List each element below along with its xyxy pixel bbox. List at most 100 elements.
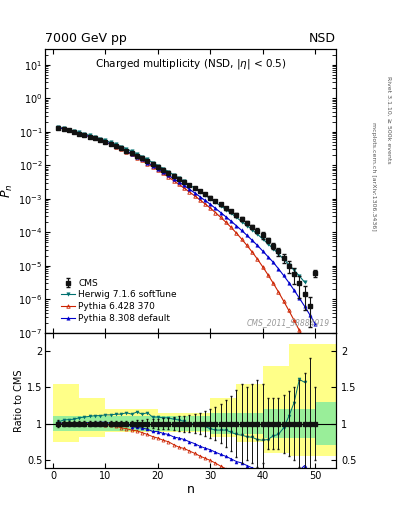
Herwig 7.1.6 softTune: [114, 141, 118, 147]
Herwig 7.1.6 softTune: [176, 175, 181, 181]
Pythia 6.428 370: [134, 155, 139, 161]
Herwig 7.1.6 softTune: [134, 151, 139, 157]
Pythia 6.428 370: [313, 360, 318, 366]
Pythia 8.308 default: [56, 124, 61, 131]
Pythia 6.428 370: [244, 242, 249, 248]
Pythia 6.428 370: [266, 271, 270, 278]
Pythia 8.308 default: [182, 182, 186, 188]
Herwig 7.1.6 softTune: [286, 262, 291, 268]
Pythia 8.308 default: [208, 201, 213, 207]
Pythia 6.428 370: [286, 307, 291, 313]
Herwig 7.1.6 softTune: [219, 203, 223, 209]
Y-axis label: Ratio to CMS: Ratio to CMS: [14, 370, 24, 432]
Pythia 8.308 default: [197, 194, 202, 200]
Herwig 7.1.6 softTune: [276, 251, 281, 257]
Pythia 8.308 default: [140, 156, 145, 162]
Pythia 8.308 default: [271, 259, 275, 265]
Pythia 6.428 370: [145, 161, 150, 167]
Pythia 6.428 370: [271, 280, 275, 286]
Herwig 7.1.6 softTune: [208, 196, 213, 202]
Text: mcplots.cern.ch [arXiv:1306.3436]: mcplots.cern.ch [arXiv:1306.3436]: [371, 122, 376, 231]
Pythia 8.308 default: [166, 172, 171, 178]
Pythia 8.308 default: [313, 321, 318, 327]
Herwig 7.1.6 softTune: [124, 146, 129, 152]
Pythia 8.308 default: [292, 287, 296, 293]
Pythia 6.428 370: [219, 215, 223, 221]
Pythia 8.308 default: [82, 132, 87, 138]
Herwig 7.1.6 softTune: [145, 156, 150, 162]
Pythia 8.308 default: [66, 127, 71, 134]
Pythia 8.308 default: [239, 227, 244, 233]
Herwig 7.1.6 softTune: [192, 185, 197, 191]
Pythia 6.428 370: [239, 236, 244, 242]
Pythia 6.428 370: [203, 201, 208, 207]
Pythia 8.308 default: [129, 151, 134, 157]
Pythia 8.308 default: [124, 148, 129, 154]
Pythia 6.428 370: [124, 149, 129, 155]
Herwig 7.1.6 softTune: [281, 256, 286, 262]
Pythia 8.308 default: [302, 303, 307, 309]
Pythia 6.428 370: [98, 137, 103, 143]
Pythia 6.428 370: [61, 126, 66, 132]
Pythia 6.428 370: [77, 131, 82, 137]
Text: 7000 GeV pp: 7000 GeV pp: [45, 32, 127, 45]
Pythia 6.428 370: [161, 170, 165, 177]
Herwig 7.1.6 softTune: [266, 241, 270, 247]
Pythia 8.308 default: [98, 137, 103, 143]
Pythia 8.308 default: [176, 179, 181, 185]
Pythia 8.308 default: [61, 126, 66, 132]
Pythia 8.308 default: [87, 134, 92, 140]
Pythia 6.428 370: [108, 141, 113, 147]
Herwig 7.1.6 softTune: [156, 162, 160, 168]
Pythia 8.308 default: [77, 131, 82, 137]
Pythia 6.428 370: [140, 157, 145, 163]
Pythia 6.428 370: [171, 178, 176, 184]
Herwig 7.1.6 softTune: [250, 227, 255, 233]
Herwig 7.1.6 softTune: [302, 279, 307, 285]
Pythia 6.428 370: [87, 134, 92, 140]
Herwig 7.1.6 softTune: [87, 132, 92, 138]
Herwig 7.1.6 softTune: [150, 160, 155, 166]
Pythia 6.428 370: [156, 167, 160, 173]
Pythia 6.428 370: [292, 317, 296, 324]
Pythia 8.308 default: [150, 162, 155, 168]
Herwig 7.1.6 softTune: [66, 126, 71, 133]
Herwig 7.1.6 softTune: [244, 223, 249, 229]
Pythia 8.308 default: [276, 266, 281, 272]
Pythia 8.308 default: [93, 135, 97, 141]
Herwig 7.1.6 softTune: [187, 182, 192, 188]
Text: Rivet 3.1.10, ≥ 500k events: Rivet 3.1.10, ≥ 500k events: [386, 76, 391, 163]
Herwig 7.1.6 softTune: [129, 148, 134, 155]
Pythia 8.308 default: [250, 237, 255, 243]
Herwig 7.1.6 softTune: [171, 172, 176, 178]
Pythia 6.428 370: [72, 129, 76, 135]
Pythia 6.428 370: [229, 224, 233, 230]
Legend: CMS, Herwig 7.1.6 softTune, Pythia 6.428 370, Pythia 8.308 default: CMS, Herwig 7.1.6 softTune, Pythia 6.428…: [61, 279, 177, 323]
Herwig 7.1.6 softTune: [255, 231, 260, 238]
Pythia 6.428 370: [176, 181, 181, 187]
Pythia 6.428 370: [281, 298, 286, 304]
Line: Herwig 7.1.6 softTune: Herwig 7.1.6 softTune: [57, 125, 306, 284]
Pythia 6.428 370: [276, 289, 281, 295]
Line: Pythia 8.308 default: Pythia 8.308 default: [57, 126, 317, 326]
Pythia 8.308 default: [156, 165, 160, 172]
Herwig 7.1.6 softTune: [93, 134, 97, 140]
Herwig 7.1.6 softTune: [271, 245, 275, 251]
Pythia 6.428 370: [93, 135, 97, 141]
Pythia 8.308 default: [213, 205, 218, 211]
Pythia 6.428 370: [166, 174, 171, 180]
Pythia 6.428 370: [197, 197, 202, 203]
Pythia 6.428 370: [250, 249, 255, 255]
Herwig 7.1.6 softTune: [140, 154, 145, 160]
Pythia 8.308 default: [229, 218, 233, 224]
Pythia 6.428 370: [302, 338, 307, 344]
Y-axis label: $P_n$: $P_n$: [0, 184, 15, 198]
Text: NSD: NSD: [309, 32, 336, 45]
Herwig 7.1.6 softTune: [108, 139, 113, 145]
Herwig 7.1.6 softTune: [224, 206, 228, 212]
Pythia 6.428 370: [150, 164, 155, 170]
Pythia 8.308 default: [203, 197, 208, 203]
Pythia 8.308 default: [108, 141, 113, 147]
Pythia 8.308 default: [234, 223, 239, 229]
Pythia 6.428 370: [297, 327, 302, 333]
